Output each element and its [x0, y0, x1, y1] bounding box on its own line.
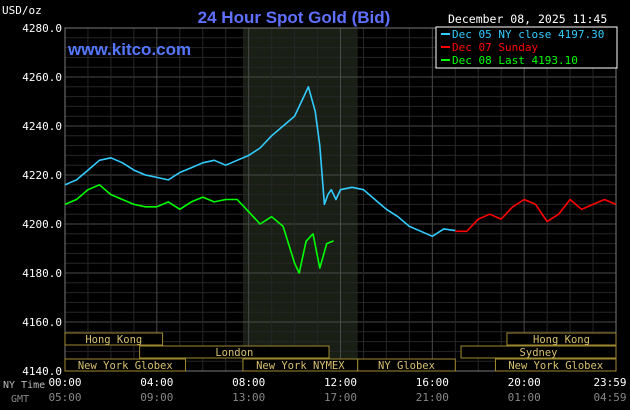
x-tick-label-ny: 20:00 [508, 376, 541, 389]
session-label: New York Globex [78, 360, 173, 372]
x-axis-gmt-label: GMT [11, 394, 29, 405]
y-tick-label: 4220.0 [22, 169, 62, 182]
x-tick-label-ny: 23:59 [593, 376, 626, 389]
legend-box [435, 26, 618, 69]
series-line-1 [455, 198, 617, 233]
y-tick-label: 4200.0 [22, 218, 62, 231]
x-tick-label-ny: 04:00 [140, 376, 173, 389]
x-tick-label-ny: 00:00 [48, 376, 81, 389]
chart-date: December 08, 2025 11:45 [448, 12, 607, 26]
x-tick-label-gmt: 05:00 [48, 391, 81, 404]
session-label: New York Globex [508, 360, 603, 372]
legend-label-0: Dec 05 NY close 4197.30 [452, 28, 604, 41]
legend-label-1: Dec 07 Sunday [452, 41, 538, 54]
y-tick-label: 4260.0 [22, 71, 62, 84]
session-bar [139, 345, 330, 359]
session-bar [64, 332, 164, 346]
watermark-text: www.kitco.com [67, 40, 191, 59]
y-tick-label: 4180.0 [22, 267, 62, 280]
x-axis-ny-label: NY Time [3, 380, 45, 391]
session-label: London [215, 347, 253, 359]
session-bar [494, 358, 617, 372]
session-label: Hong Kong [85, 334, 142, 346]
legend-label-2: Dec 08 Last 4193.10 [452, 54, 578, 67]
session-label: Hong Kong [533, 334, 590, 346]
x-tick-label-gmt: 17:00 [324, 391, 357, 404]
series-line-2 [64, 184, 334, 274]
session-bar [460, 345, 617, 359]
y-tick-label: 4160.0 [22, 316, 62, 329]
session-label: NY Globex [378, 360, 435, 372]
nymex-highlight-band [242, 28, 358, 371]
x-tick-label-gmt: 09:00 [140, 391, 173, 404]
y-axis-unit: USD/oz [2, 4, 42, 17]
session-label: New York NYMEX [256, 360, 345, 372]
y-tick-label: 4140.0 [22, 365, 62, 378]
legend: Dec 05 NY close 4197.30 Dec 07 Sunday De… [435, 26, 618, 69]
session-bar [64, 358, 187, 372]
chart-title: 24 Hour Spot Gold (Bid) [198, 8, 391, 27]
series-line-0 [64, 86, 456, 238]
x-tick-label-gmt: 01:00 [508, 391, 541, 404]
x-tick-label-ny: 16:00 [416, 376, 449, 389]
y-tick-label: 4280.0 [22, 22, 62, 35]
session-bar [357, 358, 456, 372]
x-tick-label-gmt: 21:00 [416, 391, 449, 404]
x-tick-label-gmt: 13:00 [232, 391, 265, 404]
y-tick-label: 4240.0 [22, 120, 62, 133]
session-label: Sydney [520, 347, 558, 359]
x-tick-label-ny: 08:00 [232, 376, 265, 389]
session-bar [506, 332, 617, 346]
x-tick-label-ny: 12:00 [324, 376, 357, 389]
x-tick-label-gmt: 04:59 [593, 391, 626, 404]
